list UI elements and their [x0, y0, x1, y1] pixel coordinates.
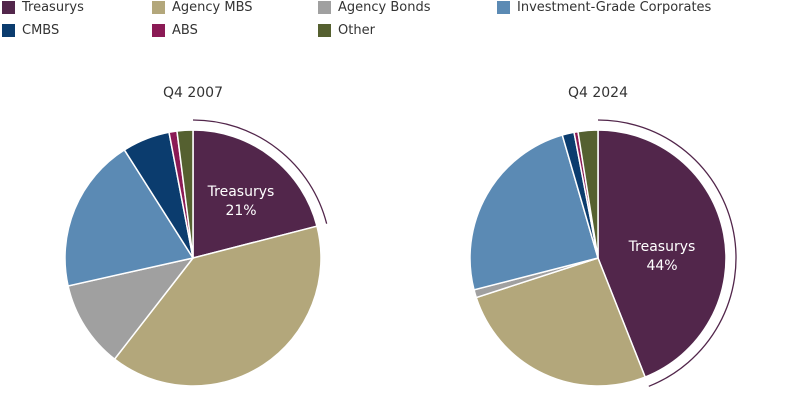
pie-slice-investment-grade-corporates [469, 134, 599, 291]
pie-slice-agency-mbs [113, 225, 322, 387]
pie-slice-other [176, 129, 194, 259]
pie-slice-treasurys [597, 129, 727, 378]
slice-value-label: 21% [225, 203, 256, 219]
slice-label: Treasurys [207, 184, 275, 200]
legend-label: Agency Bonds [338, 0, 431, 15]
legend-item: Investment-Grade Corporates [497, 0, 711, 15]
slice-value-label: 44% [646, 258, 677, 274]
legend-swatch [2, 24, 15, 37]
legend-item: Treasurys [2, 0, 84, 15]
legend-swatch [152, 24, 165, 37]
legend-swatch [2, 1, 15, 14]
pie-slice-other [577, 129, 599, 259]
legend-label: CMBS [22, 23, 60, 38]
legend-label: Other [338, 23, 375, 38]
legend-item: ABS [152, 23, 198, 38]
legend-swatch [497, 1, 510, 14]
legend-label: Investment-Grade Corporates [517, 0, 712, 15]
legend-item: CMBS [2, 23, 59, 38]
pie-slice-treasurys [192, 129, 318, 259]
legend-label: Agency MBS [172, 0, 253, 15]
legend-item: Agency MBS [152, 0, 253, 15]
legend-swatch [152, 1, 165, 14]
pie-slice-agency-mbs [475, 257, 647, 387]
pie-title: Q4 2024 [568, 85, 628, 101]
legend-swatch [318, 24, 331, 37]
pie-title: Q4 2007 [163, 85, 223, 101]
legend-label: Treasurys [22, 0, 84, 15]
legend-item: Other [318, 23, 375, 38]
pie-slice-investment-grade-corporates [64, 148, 195, 287]
highlight-arc [597, 119, 737, 387]
legend-item: Agency Bonds [318, 0, 431, 15]
legend-label: ABS [172, 23, 198, 38]
slice-label: Treasurys [628, 239, 696, 255]
highlight-arc [192, 119, 328, 224]
pie-slice-agency-bonds [67, 256, 195, 361]
legend-swatch [318, 1, 331, 14]
